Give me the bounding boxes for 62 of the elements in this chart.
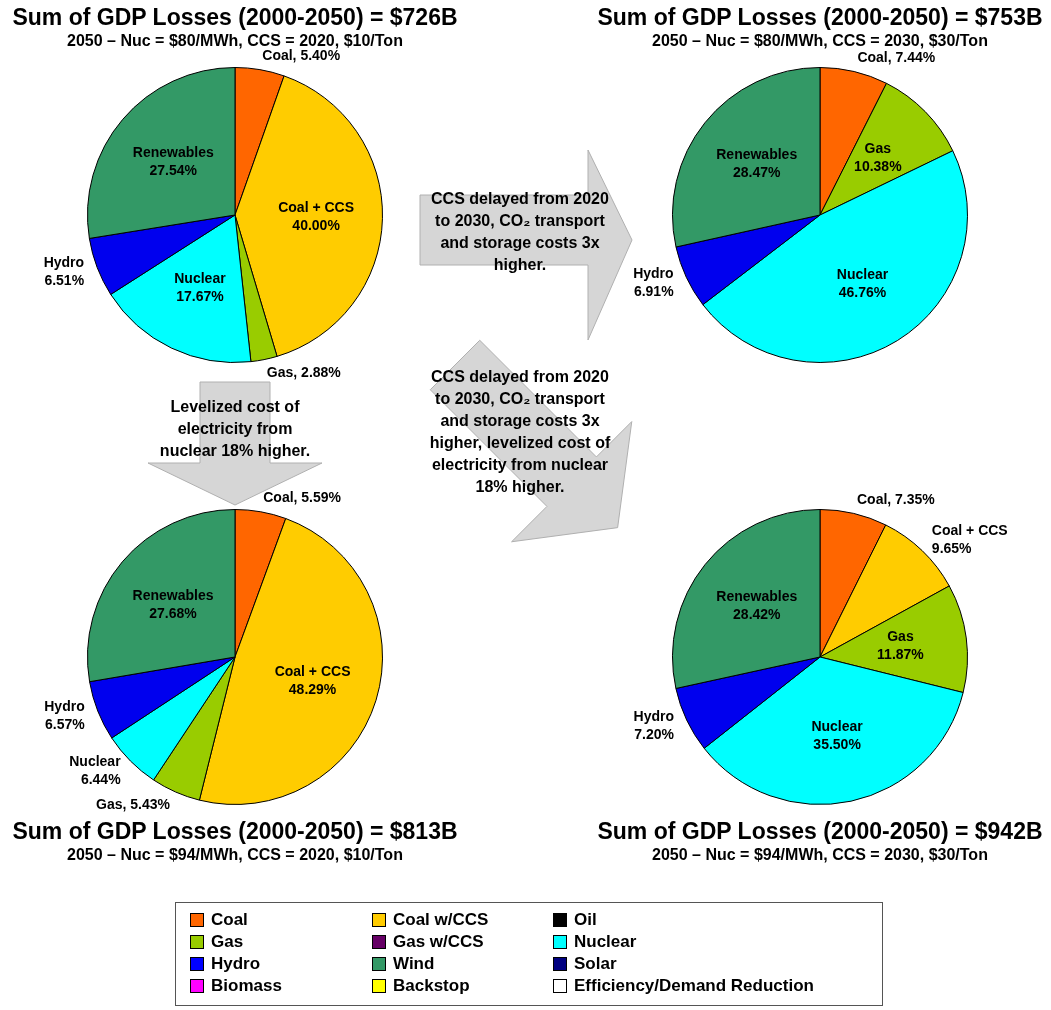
slice-label: Coal, 7.44% xyxy=(857,48,936,65)
category-label: Coal xyxy=(211,910,248,930)
slice-label: Coal + CCS xyxy=(931,522,1008,539)
slice-label: Coal, 5.59% xyxy=(263,488,342,505)
slice-label: Gas, 5.43% xyxy=(96,795,171,812)
slice-label: Gas xyxy=(887,628,914,645)
text: CCS delayed from 2020 to 2030, CO₂ transport and storage costs 3x higher, levelized cost of electricity from nuclear 18% higher. xyxy=(428,367,612,497)
slice-label: Coal + CCS xyxy=(274,662,351,679)
data-label: 9.65% xyxy=(931,540,973,557)
data-label: 28.42% xyxy=(733,605,782,622)
chart-subtitle: 2050 – Nuc = $80/MWh, CCS = 2030, $30/Ton xyxy=(651,31,989,51)
slice-label: Nuclear xyxy=(174,270,227,287)
data-label: 27.54% xyxy=(149,162,198,179)
data-label: 46.76% xyxy=(838,283,887,300)
data-label: 6.57% xyxy=(45,715,86,732)
data-label: 40.00% xyxy=(292,216,341,233)
slice-label: Nuclear xyxy=(836,265,889,282)
data-label: 35.50% xyxy=(813,736,862,753)
slice-label: Gas xyxy=(864,139,892,156)
slice-label: Nuclear xyxy=(811,718,864,735)
data-label: 10.38% xyxy=(854,157,903,174)
category-label: Efficiency/Demand Reduction xyxy=(574,976,814,996)
category-label: Gas w/CCS xyxy=(393,932,484,952)
text: 2050 – Nuc = $94/MWh, CCS = 2020, $10/Ton xyxy=(66,845,404,865)
data-label: 11.87% xyxy=(877,646,925,663)
data-label: 48.29% xyxy=(288,680,337,697)
data-label: 27.68% xyxy=(149,604,198,621)
data-label: 28.47% xyxy=(732,164,782,181)
slice-label: Renewables xyxy=(716,587,798,604)
slice-label: Hydro xyxy=(633,707,674,724)
slice-label: Renewables xyxy=(716,146,798,163)
category-label: Hydro xyxy=(211,954,261,974)
chart-subtitle: 2050 – Nuc = $80/MWh, CCS = 2020, $10/Ton xyxy=(66,31,404,49)
data-label: 6.44% xyxy=(80,770,122,787)
category-label: Nuclear xyxy=(574,932,637,952)
slice-label: Renewables xyxy=(132,586,214,603)
text: Levelized cost of electricity from nuclear 18% higher. xyxy=(158,397,312,461)
category-label: Biomass xyxy=(211,976,282,996)
data-label: 6.51% xyxy=(44,272,85,289)
slice-label: Hydro xyxy=(43,254,85,271)
slice-label: Renewables xyxy=(132,144,214,161)
slice-label: Hydro xyxy=(44,697,85,714)
text: Sum of GDP Losses (2000-2050) = $942B xyxy=(596,818,1044,845)
text: 2050 – Nuc = $94/MWh, CCS = 2030, $30/Ton xyxy=(651,845,989,865)
slice-label: Gas, 2.88% xyxy=(266,364,342,381)
category-label: Solar xyxy=(574,954,617,974)
category-label: Backstop xyxy=(393,976,470,996)
category-label: Coal w/CCS xyxy=(393,910,489,930)
data-label: 17.67% xyxy=(176,288,225,305)
data-label: 6.91% xyxy=(633,283,675,300)
text: CCS delayed from 2020 to 2030, CO₂ transport and storage costs 3x higher. xyxy=(430,189,610,275)
text: Sum of GDP Losses (2000-2050) = $813B xyxy=(11,818,459,845)
chart-title: Sum of GDP Losses (2000-2050) = $753B xyxy=(596,4,1044,31)
slice-label: Coal, 7.35% xyxy=(856,490,936,507)
slice-label: Hydro xyxy=(633,265,674,282)
category-label: Oil xyxy=(574,910,597,930)
chart-title: Sum of GDP Losses (2000-2050) = $726B xyxy=(11,4,459,31)
category-label: Gas xyxy=(211,932,244,952)
slice-label: Nuclear xyxy=(69,752,122,769)
category-label: Wind xyxy=(393,954,435,974)
slice-label: Coal + CCS xyxy=(278,198,355,215)
data-label: 7.20% xyxy=(634,725,675,742)
